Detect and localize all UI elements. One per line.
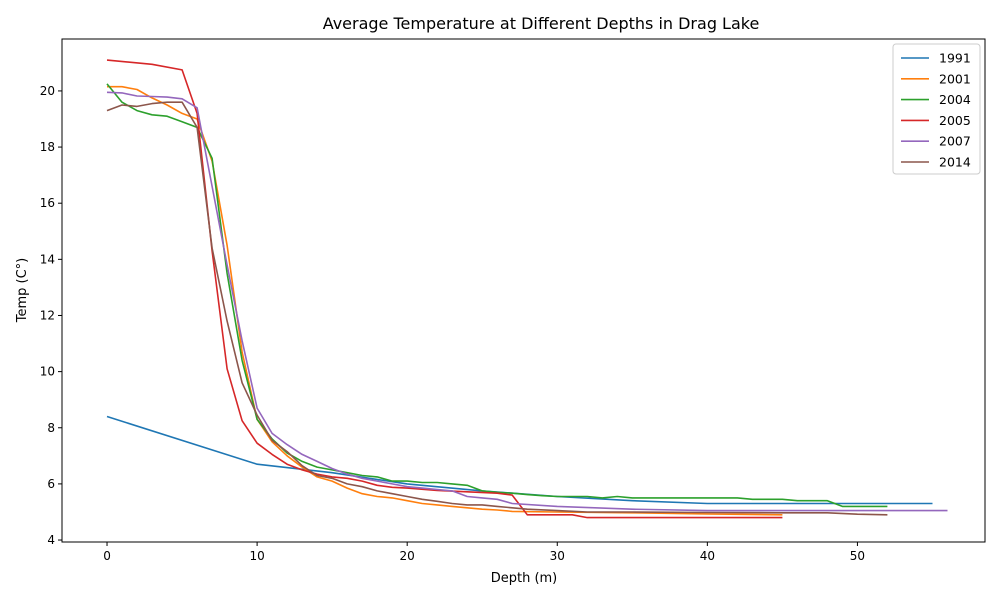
legend-label-2007: 2007	[939, 134, 971, 149]
x-tick-label: 20	[400, 549, 415, 563]
legend-label-2004: 2004	[939, 92, 971, 107]
series-line-2001	[107, 85, 783, 516]
y-tick-label: 12	[40, 308, 55, 322]
y-axis-label: Temp (C°)	[15, 258, 30, 324]
y-tick-label: 20	[40, 84, 55, 98]
x-tick-label: 10	[249, 549, 264, 563]
y-tick-label: 16	[40, 196, 55, 210]
legend: 1991 2001 2004 2005 2007 2014	[892, 43, 981, 175]
x-axis: 0 10 20 30 40 50	[103, 542, 865, 563]
y-axis: 4 6 8 10 12 14 16 18 20	[40, 84, 62, 547]
legend-label-2014: 2014	[939, 155, 971, 170]
y-tick-label: 6	[47, 477, 55, 491]
series-line-2014	[106, 101, 888, 516]
x-tick-label: 40	[700, 549, 715, 563]
x-tick-label: 30	[550, 549, 565, 563]
plot-frame	[61, 38, 986, 543]
legend-label-2005: 2005	[939, 113, 971, 128]
x-tick-label: 0	[103, 549, 111, 563]
x-axis-label: Depth (m)	[491, 571, 558, 586]
series-layer	[106, 59, 948, 519]
series-line-2007	[106, 91, 948, 512]
chart-title: Average Temperature at Different Depths …	[323, 14, 760, 33]
legend-label-1991: 1991	[939, 51, 971, 66]
x-tick-label: 50	[850, 549, 865, 563]
y-tick-label: 10	[40, 365, 55, 379]
series-line-2004	[106, 83, 888, 508]
y-tick-label: 14	[40, 252, 55, 266]
y-tick-label: 4	[47, 533, 55, 547]
y-tick-label: 8	[47, 421, 55, 435]
legend-label-2001: 2001	[939, 71, 971, 86]
y-tick-label: 18	[40, 140, 55, 154]
